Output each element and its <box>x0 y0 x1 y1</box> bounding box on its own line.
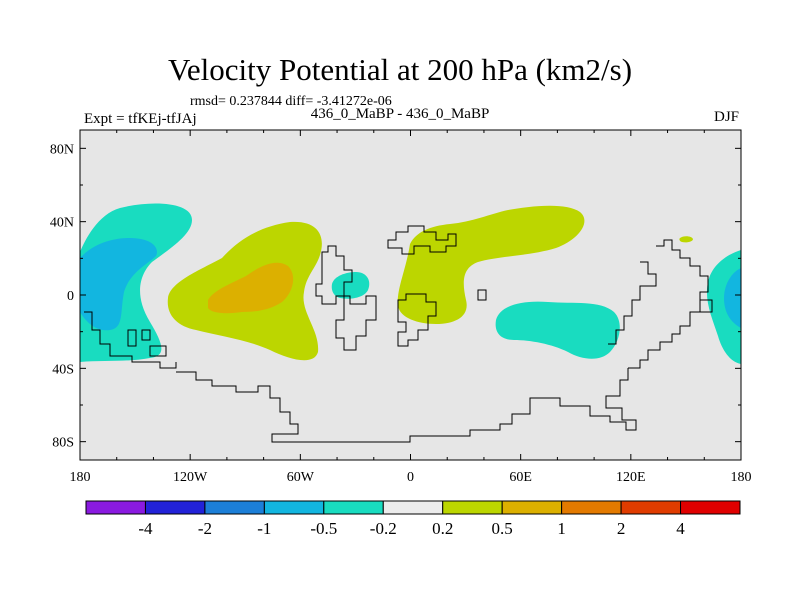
y-tick-label: 80S <box>52 436 74 451</box>
coastline-europe <box>387 225 457 255</box>
colorbar-swatch <box>323 500 384 515</box>
region-strong-negative-west <box>80 238 157 331</box>
region-moderate-positive-pacific <box>208 262 294 314</box>
y-tick-label: 40N <box>50 216 74 231</box>
colorbar-swatch <box>85 500 146 515</box>
coastline-western-pacific <box>84 311 177 369</box>
y-ticks <box>80 147 741 443</box>
region-strong-negative-east <box>724 268 741 328</box>
coastline-antarctica <box>176 368 637 443</box>
region-negative-samerica <box>331 272 370 299</box>
colorbar-label: -0.5 <box>310 519 337 538</box>
x-ticks <box>79 130 742 460</box>
experiment-label: Expt = tfKEj-tfJAj <box>84 111 197 127</box>
colorbar-label: -2 <box>198 519 212 538</box>
colorbar-labels: -4 -2 -1 -0.5 -0.2 0.2 0.5 1 2 4 <box>138 519 685 538</box>
y-tick-label: 40S <box>52 362 74 377</box>
colorbar-label: 4 <box>676 519 685 538</box>
region-positive-japan <box>679 236 693 243</box>
x-tick-label: 60W <box>287 470 315 485</box>
colorbar-swatch <box>501 500 563 515</box>
coastline-south-america <box>335 295 377 351</box>
coastline-north-america <box>315 245 353 305</box>
colorbar-swatch <box>204 500 265 515</box>
region-negative-australia <box>495 301 620 359</box>
colorbar-swatch <box>263 500 325 515</box>
colorbar-label: 1 <box>557 519 566 538</box>
case-label: 436_0_MaBP - 436_0_MaBP <box>310 106 490 122</box>
colorbar-swatch <box>144 500 206 515</box>
coastline-pacific-islands <box>127 289 713 357</box>
contour-fills <box>80 203 741 364</box>
colorbar <box>85 500 741 515</box>
chart-title: Velocity Potential at 200 hPa (km2/s) <box>167 52 633 87</box>
coastline-africa <box>397 293 437 347</box>
x-tick-label: 0 <box>407 470 414 485</box>
y-tick-label: 0 <box>67 289 74 304</box>
colorbar-swatch <box>442 500 503 515</box>
season-label: DJF <box>713 109 739 125</box>
colorbar-label: -4 <box>138 519 153 538</box>
colorbar-label: -0.2 <box>370 519 397 538</box>
colorbar-label: 0.5 <box>492 519 513 538</box>
y-tick-label: 80N <box>50 142 74 157</box>
y-tick-labels: 80N 40N 0 40S 80S <box>50 142 74 450</box>
x-tick-label: 180 <box>70 470 91 485</box>
x-tick-label: 120W <box>173 470 208 485</box>
x-tick-labels: 180 120W 60W 0 60E 120E 180 <box>70 470 752 485</box>
colorbar-label: -1 <box>257 519 271 538</box>
colorbar-label: 2 <box>617 519 626 538</box>
colorbar-swatch <box>561 500 622 515</box>
stats-label: rmsd= 0.237844 diff= -3.41272e-06 <box>190 94 392 109</box>
coastline-southeast-asia <box>608 261 657 345</box>
region-positive-africa <box>397 205 585 324</box>
x-tick-label: 60E <box>509 470 532 485</box>
x-tick-label: 120E <box>616 470 646 485</box>
colorbar-swatch <box>680 500 741 515</box>
colorbar-label: 0.2 <box>432 519 453 538</box>
coastlines <box>84 225 713 443</box>
colorbar-swatch <box>382 500 444 515</box>
colorbar-swatch <box>620 500 682 515</box>
x-tick-label: 180 <box>731 470 752 485</box>
